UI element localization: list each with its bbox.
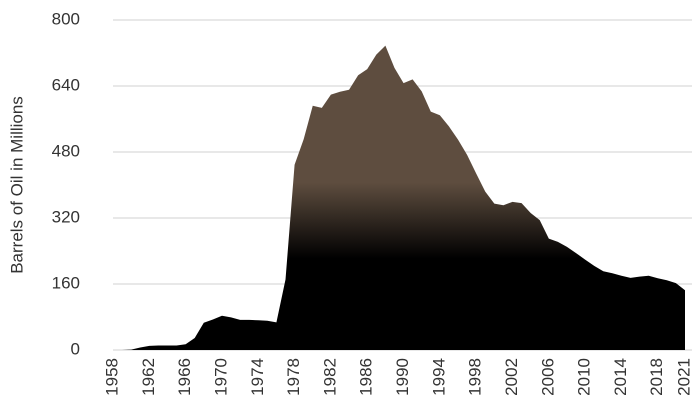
y-tick-label: 320 [52, 207, 80, 226]
y-tick-label: 0 [71, 339, 80, 358]
y-tick-label: 800 [52, 9, 80, 28]
x-tick-label: 1978 [284, 358, 303, 396]
x-tick-label: 2021 [674, 358, 692, 396]
x-tick-label: 1990 [393, 358, 412, 396]
x-tick-label: 1958 [102, 358, 121, 396]
y-tick-label: 480 [52, 141, 80, 160]
x-tick-label: 2002 [502, 358, 521, 396]
x-tick-label: 1970 [211, 358, 230, 396]
y-tick-label: 160 [52, 273, 80, 292]
x-tick-label: 1974 [248, 358, 267, 396]
x-tick-label: 2010 [575, 358, 594, 396]
x-tick-label: 2014 [611, 358, 630, 396]
x-tick-label: 2018 [647, 358, 666, 396]
x-tick-label: 1986 [357, 358, 376, 396]
x-tick-label: 1998 [466, 358, 485, 396]
x-tick-label: 1982 [320, 358, 339, 396]
x-tick-label: 1994 [429, 358, 448, 396]
x-tick-label: 1966 [175, 358, 194, 396]
x-tick-label: 1962 [139, 358, 158, 396]
area [113, 45, 685, 350]
y-axis-label: Barrels of Oil in Millions [7, 96, 26, 274]
x-tick-label: 2006 [538, 358, 557, 396]
y-tick-label: 640 [52, 75, 80, 94]
